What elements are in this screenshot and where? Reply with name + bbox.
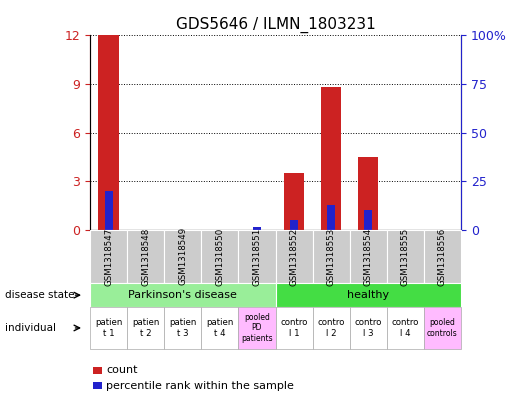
Text: patien
t 4: patien t 4 (206, 318, 234, 338)
Text: individual: individual (5, 323, 56, 333)
Title: GDS5646 / ILMN_1803231: GDS5646 / ILMN_1803231 (176, 17, 375, 33)
Bar (105, 191, 113, 230)
Text: contro
l 1: contro l 1 (280, 318, 308, 338)
Text: GSM1318553: GSM1318553 (327, 227, 336, 286)
Text: percentile rank within the sample: percentile rank within the sample (106, 381, 294, 391)
Text: contro
l 2: contro l 2 (317, 318, 345, 338)
Text: GSM1318554: GSM1318554 (364, 227, 373, 286)
Text: Parkinson's disease: Parkinson's disease (128, 290, 237, 300)
Bar (98, 35, 119, 230)
Text: patien
t 1: patien t 1 (95, 318, 123, 338)
Text: patien
t 3: patien t 3 (169, 318, 197, 338)
Text: GSM1318548: GSM1318548 (141, 227, 150, 286)
Text: disease state: disease state (5, 290, 75, 300)
Bar (364, 210, 372, 230)
Text: contro
l 4: contro l 4 (391, 318, 419, 338)
Text: GSM1318550: GSM1318550 (215, 227, 225, 286)
Bar (358, 157, 379, 230)
Text: patien
t 2: patien t 2 (132, 318, 160, 338)
Text: contro
l 3: contro l 3 (354, 318, 382, 338)
Text: GSM1318551: GSM1318551 (252, 227, 262, 286)
Text: pooled
PD
patients: pooled PD patients (241, 313, 273, 343)
Bar (290, 220, 298, 230)
Text: GSM1318549: GSM1318549 (178, 228, 187, 285)
Bar (284, 173, 304, 230)
Text: GSM1318552: GSM1318552 (289, 227, 299, 286)
Text: count: count (106, 365, 138, 375)
Bar (253, 227, 261, 230)
Bar (321, 87, 341, 230)
Text: healthy: healthy (347, 290, 389, 300)
Text: GSM1318556: GSM1318556 (438, 227, 447, 286)
Text: pooled
controls: pooled controls (427, 318, 458, 338)
Text: GSM1318547: GSM1318547 (104, 227, 113, 286)
Bar (327, 205, 335, 230)
Text: GSM1318555: GSM1318555 (401, 227, 410, 286)
